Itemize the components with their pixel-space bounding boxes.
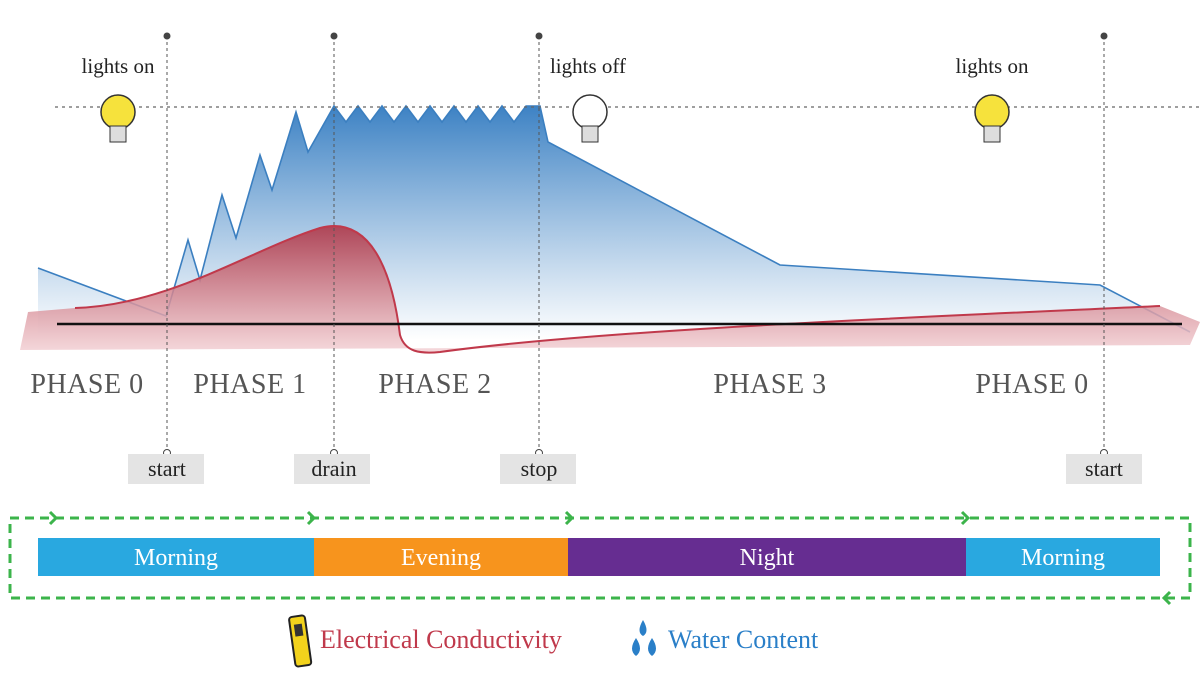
phase-label: PHASE 0 <box>975 369 1088 400</box>
light-label: lights on <box>956 54 1029 78</box>
cycle-arrows <box>48 510 1172 606</box>
cycle-frame <box>8 516 1192 600</box>
period-bar <box>38 538 314 576</box>
period-bar <box>966 538 1160 576</box>
ec-meter-icon <box>288 614 313 668</box>
marker-label: start <box>1085 456 1123 481</box>
period-label: Morning <box>134 545 218 571</box>
phase-label: PHASE 3 <box>713 369 826 400</box>
legend-label: Electrical Conductivity <box>320 625 562 654</box>
light-label: lights off <box>550 54 626 78</box>
period-bar <box>568 538 966 576</box>
marker-dots <box>163 32 1108 40</box>
bulb-on <box>974 94 1010 143</box>
period-bar <box>314 538 568 576</box>
phase-label: PHASE 2 <box>378 369 491 400</box>
legend-label: Water Content <box>668 625 819 654</box>
light-label: lights on <box>82 54 155 78</box>
marker-boxes <box>128 454 1142 484</box>
period-label: Morning <box>1021 545 1105 571</box>
water-drop-icon <box>632 620 656 656</box>
marker-label: stop <box>521 456 558 481</box>
ec-area <box>20 226 1200 353</box>
phase-label: PHASE 1 <box>193 369 306 400</box>
marker-label: start <box>148 456 186 481</box>
marker-label: drain <box>311 456 356 481</box>
period-label: Evening <box>401 545 481 571</box>
ec-line <box>74 225 1161 354</box>
bulb-off <box>572 94 608 143</box>
period-label: Night <box>740 545 795 571</box>
water-content-line <box>37 104 1191 333</box>
phase-label: PHASE 0 <box>30 369 143 400</box>
bulb-on <box>100 94 136 143</box>
